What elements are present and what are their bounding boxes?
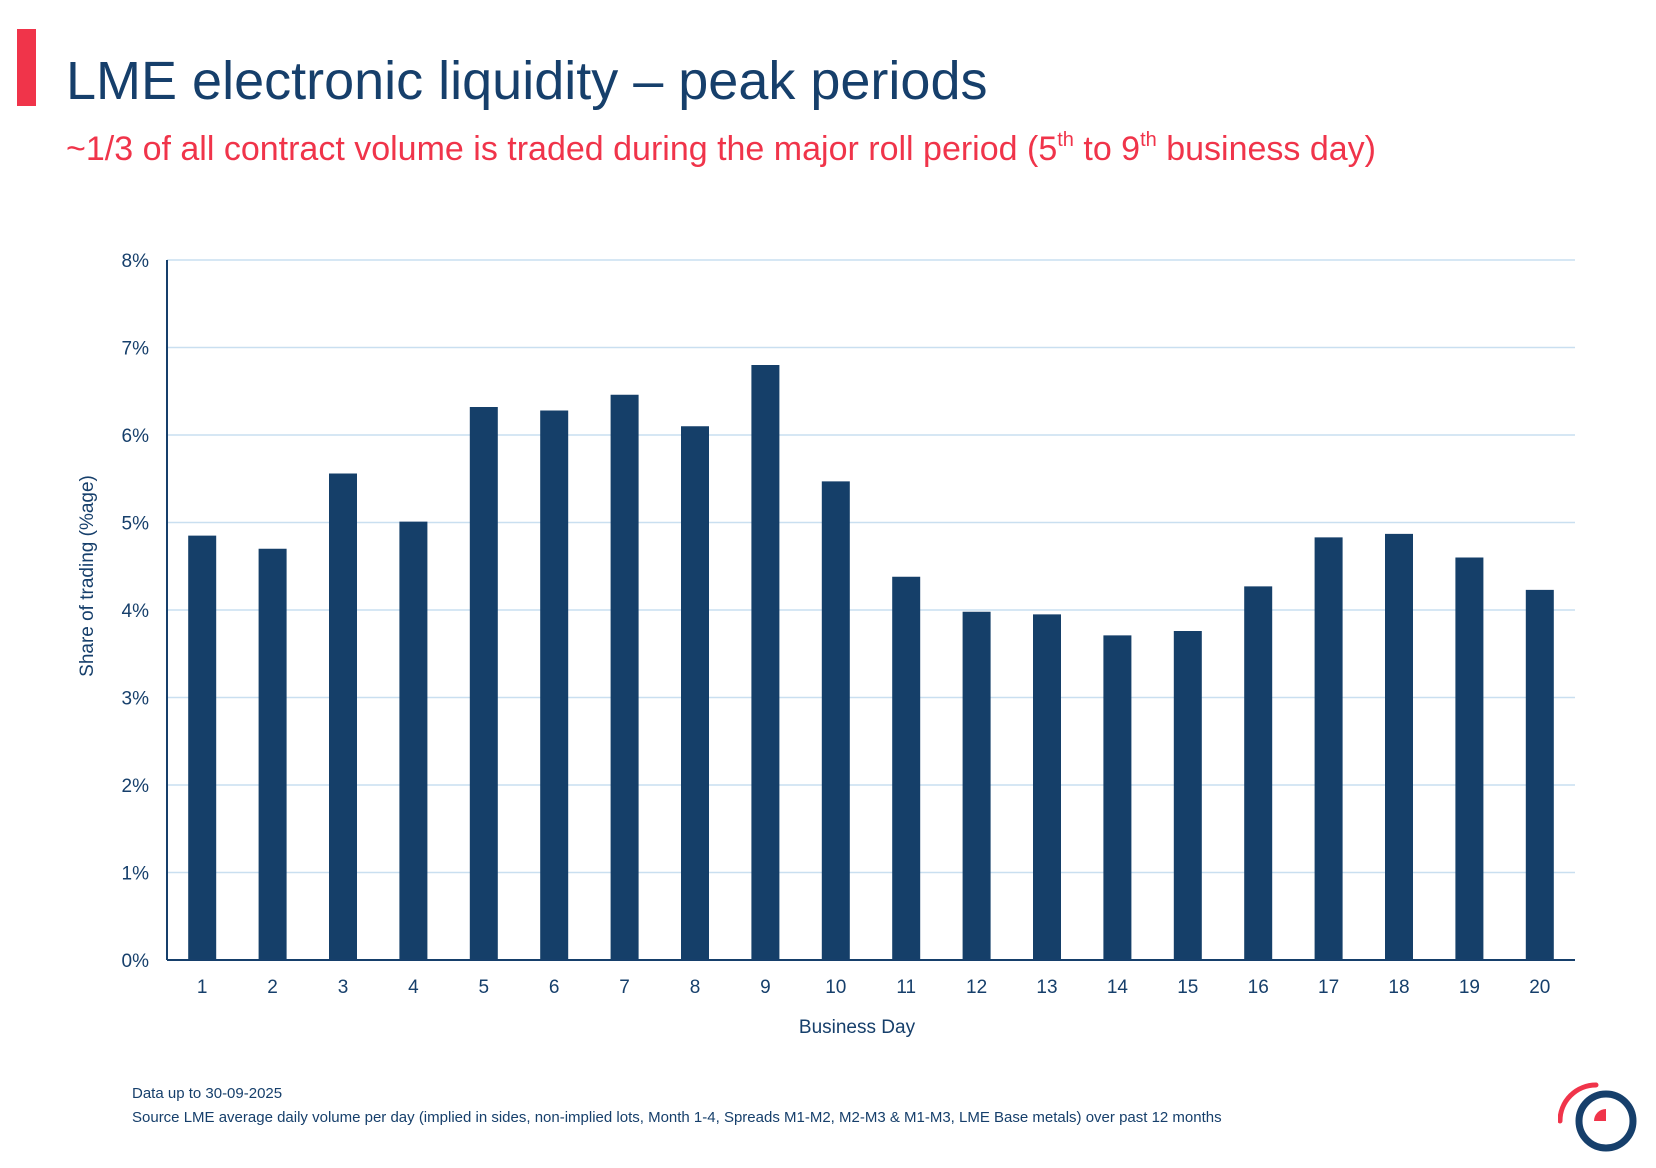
- page-subtitle: ~1/3 of all contract volume is traded du…: [66, 130, 1376, 169]
- x-axis-title: Business Day: [799, 1017, 916, 1038]
- logo-red-arc: [1558, 1082, 1599, 1124]
- logo-red-quarter: [1594, 1109, 1606, 1121]
- bar-chart: 0%1%2%3%4%5%6%7%8% 1 2 3 4 5 6 7 8 9 10 11 12 13 14 15…: [77, 251, 1575, 1038]
- data-date-note: Data up to 30-09-2025: [132, 1085, 283, 1102]
- bar: [1103, 635, 1132, 960]
- y-axis-title: Share of trading (%age): [77, 475, 98, 677]
- bar: [1525, 589, 1554, 960]
- bar: [1385, 533, 1413, 960]
- x-tick-label: 9: [760, 977, 771, 998]
- bar: [610, 394, 639, 960]
- y-tick-label: 1%: [122, 864, 150, 885]
- page-title: LME electronic liquidity – peak periods: [66, 51, 988, 111]
- bar: [540, 410, 569, 960]
- y-tick-label: 3%: [122, 689, 150, 710]
- x-tick-label: 3: [338, 977, 349, 998]
- bar: [1314, 537, 1343, 960]
- x-tick-label: 17: [1318, 977, 1339, 998]
- lme-ring-logo-icon: [1558, 1082, 1637, 1152]
- x-tick-label: 19: [1459, 977, 1480, 998]
- x-tick-label: 7: [619, 977, 630, 998]
- bar: [188, 535, 217, 960]
- y-tick-label: 7%: [122, 339, 150, 360]
- x-tick-label: 12: [966, 977, 987, 998]
- bar: [1173, 631, 1202, 960]
- bar: [329, 473, 357, 960]
- x-tick-label: 13: [1036, 977, 1057, 998]
- subtitle-sup-2: th: [1140, 129, 1157, 151]
- x-tick-label: 15: [1177, 977, 1198, 998]
- x-tick-label: 18: [1388, 977, 1409, 998]
- x-tick-label: 16: [1248, 977, 1269, 998]
- x-tick-label: 6: [549, 977, 560, 998]
- bar: [892, 576, 921, 960]
- source-note: Source LME average daily volume per day …: [132, 1109, 1222, 1126]
- y-tick-label: 6%: [122, 426, 150, 447]
- subtitle-sup-1: th: [1057, 129, 1074, 151]
- bars: [188, 365, 1554, 960]
- title-accent-bar: [17, 29, 36, 106]
- x-tick-label: 8: [690, 977, 701, 998]
- x-tick-labels: 1 2 3 4 5 6 7 8 9 10 11 12 13 14 15 16 17 18 19 20: [197, 977, 1550, 998]
- bar: [1455, 557, 1484, 960]
- bar: [751, 365, 780, 960]
- y-tick-label: 0%: [122, 951, 150, 972]
- bar: [469, 407, 498, 960]
- bar: [258, 548, 287, 960]
- subtitle-text-2: to 9: [1073, 130, 1141, 168]
- x-tick-label: 11: [896, 977, 916, 998]
- bar: [1244, 586, 1273, 960]
- y-tick-label: 5%: [122, 514, 150, 535]
- subtitle-text-1: ~1/3 of all contract volume is traded du…: [66, 130, 1058, 168]
- bar: [962, 611, 991, 960]
- bar: [1033, 614, 1061, 960]
- gridlines: [167, 259, 1575, 874]
- y-tick-labels: 0% 1% 2% 3% 4% 5% 6% 7% 8%: [122, 251, 150, 972]
- axes: [166, 260, 1575, 961]
- x-tick-label: 5: [479, 977, 490, 998]
- x-tick-label: 14: [1107, 977, 1129, 998]
- y-tick-label: 2%: [122, 776, 150, 797]
- bar: [821, 481, 850, 960]
- subtitle-text-3: business day): [1156, 130, 1377, 168]
- x-tick-label: 2: [267, 977, 278, 998]
- logo-navy-ring: [1575, 1090, 1637, 1152]
- y-tick-label: 8%: [122, 251, 150, 272]
- x-tick-label: 1: [197, 977, 208, 998]
- y-tick-label: 4%: [122, 601, 150, 622]
- bar: [681, 426, 709, 960]
- x-tick-label: 20: [1529, 977, 1550, 998]
- x-tick-label: 4: [408, 977, 419, 998]
- x-tick-label: 10: [825, 977, 846, 998]
- bar: [399, 521, 428, 960]
